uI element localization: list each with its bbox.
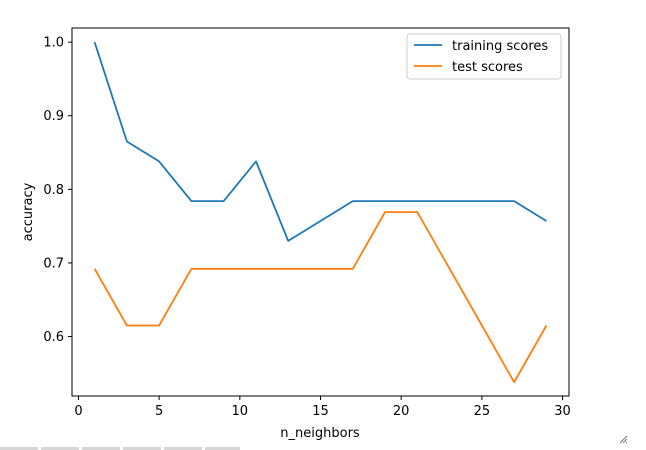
resize-grip-icon[interactable]: [618, 434, 628, 444]
series-line-test: [93, 211, 548, 384]
x-tick-label: 10: [232, 404, 249, 419]
x-tick-label: 25: [474, 404, 491, 419]
bottom-divider: [0, 447, 240, 450]
y-tick-label: 1.0: [43, 36, 64, 51]
legend: training scores test scores: [406, 33, 562, 80]
y-tick-label: 0.7: [43, 256, 64, 271]
y-tick-label: 0.6: [43, 330, 64, 345]
x-tick-label: 0: [74, 404, 82, 419]
legend-label-test: test scores: [452, 60, 523, 75]
x-axis-label: n_neighbors: [280, 426, 360, 441]
legend-label-training: training scores: [452, 39, 548, 54]
series-line-training: [93, 41, 547, 242]
y-tick-label: 0.9: [43, 109, 64, 124]
plot-area: [71, 27, 570, 397]
x-tick-label: 30: [554, 404, 571, 419]
y-axis-label: accuracy: [21, 182, 36, 241]
x-tick-label: 15: [312, 404, 329, 419]
x-tick-label: 20: [393, 404, 410, 419]
legend-box: [406, 33, 562, 80]
x-tick-label: 5: [155, 404, 163, 419]
y-tick-label: 0.8: [43, 183, 64, 198]
